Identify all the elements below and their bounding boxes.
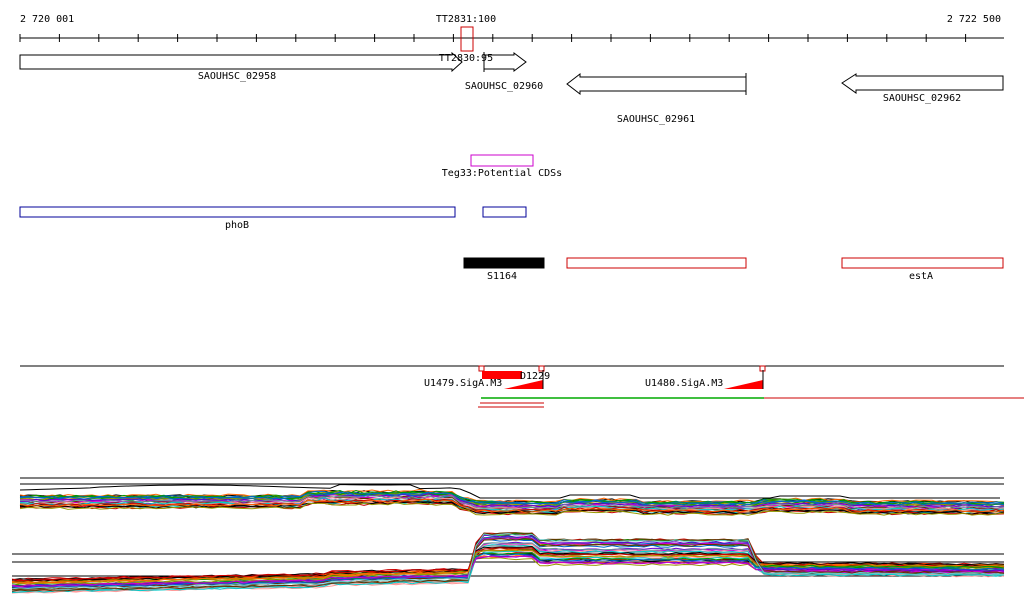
expression-line — [11, 553, 1005, 589]
expression-line — [11, 555, 1005, 588]
promoter-label-d1229: D1229 — [520, 371, 550, 382]
segment-box-esta[interactable] — [841, 257, 1004, 269]
expression-line — [11, 555, 1005, 587]
gene-arrow-saouhsc-02962[interactable] — [841, 73, 1004, 94]
expression-line-top — [19, 483, 1000, 499]
operon-box-small[interactable] — [482, 206, 527, 218]
gene-label-saouhsc-02961: SAOUHSC_02961 — [617, 114, 695, 125]
expression-line — [11, 548, 1005, 584]
terminator-marker-box[interactable] — [460, 26, 474, 52]
potential-cds-track: Teg33:Potential CDSs — [442, 154, 562, 179]
expression-line — [19, 498, 1005, 513]
expression-profile-panel-2 — [11, 532, 1005, 594]
gene-track: SAOUHSC_02958 TT2830:95 SAOUHSC_02960 SA… — [19, 51, 1004, 125]
expression-line — [11, 533, 1005, 590]
gene-label-saouhsc-02962: SAOUHSC_02962 — [883, 93, 961, 104]
gene-label-saouhsc-02960: SAOUHSC_02960 — [465, 81, 543, 92]
expression-line — [11, 544, 1005, 593]
promoter-track: D1229 U1479.SigA.M3 U1480.SigA.M3 — [20, 365, 1024, 408]
promoter-d1229-bar[interactable] — [482, 371, 522, 379]
segment-box-red-1[interactable] — [566, 257, 747, 269]
expression-line — [19, 493, 1005, 508]
expression-line — [19, 491, 1005, 506]
operon-label-phob: phoB — [225, 220, 249, 231]
ruler-start-label: 2 720 001 — [20, 14, 74, 25]
potential-cds-box[interactable] — [470, 154, 534, 167]
ruler-end-label: 2 722 500 — [947, 14, 1001, 25]
expression-profile-panel-1 — [19, 477, 1005, 516]
promoter-label-u1479: U1479.SigA.M3 — [424, 378, 502, 389]
promoter-wedge-u1479[interactable] — [504, 380, 543, 389]
segment-box-s1164[interactable] — [463, 257, 545, 269]
ruler-marker-label: TT2831:100 — [436, 14, 496, 25]
operon-track: phoB — [19, 206, 527, 231]
potential-cds-label: Teg33:Potential CDSs — [442, 168, 562, 179]
segment-track: S1164 estA — [463, 257, 1004, 282]
segment-label-esta: estA — [909, 271, 933, 282]
expression-line — [11, 545, 1005, 581]
promoter-tick-1 — [478, 365, 485, 372]
operon-box-phob[interactable] — [19, 206, 456, 218]
promoter-wedge-u1480[interactable] — [724, 380, 763, 389]
promoter-label-u1480: U1480.SigA.M3 — [645, 378, 723, 389]
segment-label-s1164: S1164 — [487, 271, 517, 282]
promoter-tick-2 — [538, 365, 545, 372]
gene-arrow-saouhsc-02960[interactable] — [483, 52, 527, 72]
gene-label-saouhsc-02958: SAOUHSC_02958 — [198, 71, 276, 82]
expression-line — [11, 532, 1005, 592]
expression-line — [19, 501, 1005, 516]
expression-line — [11, 547, 1005, 581]
ruler-ticks — [19, 34, 967, 42]
gene-arrow-saouhsc-02961[interactable] — [566, 72, 747, 96]
terminator-label-tt2830: TT2830:95 — [439, 53, 493, 64]
gene-arrow-saouhsc-02958[interactable] — [19, 51, 463, 73]
coordinate-ruler: 2 720 001 2 722 500 TT2831:100 — [19, 14, 1004, 52]
